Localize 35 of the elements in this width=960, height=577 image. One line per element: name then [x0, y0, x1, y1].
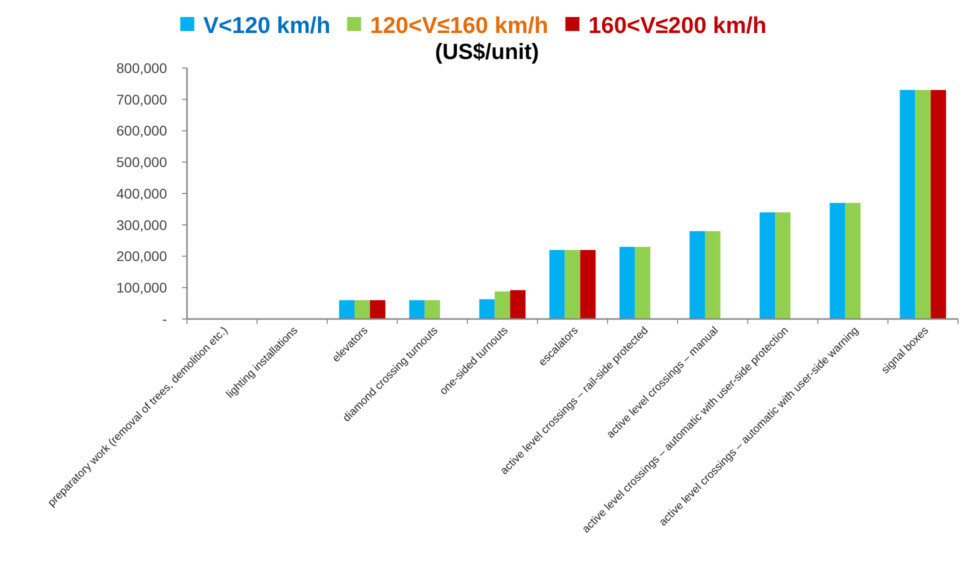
chart-title: (US$/unit)	[435, 39, 539, 64]
bar	[510, 290, 526, 319]
bar	[479, 299, 495, 319]
bar	[339, 300, 355, 319]
bar	[619, 246, 635, 319]
y-tick-label: -	[162, 310, 168, 327]
y-tick-label: 300,000	[116, 216, 168, 233]
y-tick-label: 200,000	[116, 248, 168, 264]
y-tick-label: 100,000	[116, 280, 168, 296]
bar	[845, 202, 861, 319]
bar	[760, 212, 776, 319]
bar	[564, 250, 580, 319]
legend-label: V<120 km/h	[203, 12, 330, 38]
bar	[704, 231, 720, 319]
bar	[930, 90, 946, 319]
legend-label: 160<V≤200 km/h	[588, 12, 767, 38]
bar	[634, 246, 650, 319]
bar	[424, 300, 440, 319]
bar	[915, 90, 931, 319]
bar	[409, 300, 425, 319]
bar	[900, 90, 916, 319]
bar	[580, 250, 596, 319]
bar	[830, 202, 846, 319]
bar	[775, 212, 790, 319]
legend-label: 120<V≤160 km/h	[370, 12, 548, 38]
y-tick-label: 600,000	[116, 122, 168, 139]
bar	[354, 300, 370, 319]
bar	[370, 300, 386, 319]
bar	[690, 231, 705, 319]
y-tick-label: 800,000	[116, 60, 168, 76]
y-tick-label: 500,000	[116, 154, 168, 170]
bar	[494, 291, 510, 319]
y-tick-label: 400,000	[116, 185, 168, 202]
y-tick-label: 700,000	[116, 91, 168, 108]
bar	[549, 250, 565, 319]
